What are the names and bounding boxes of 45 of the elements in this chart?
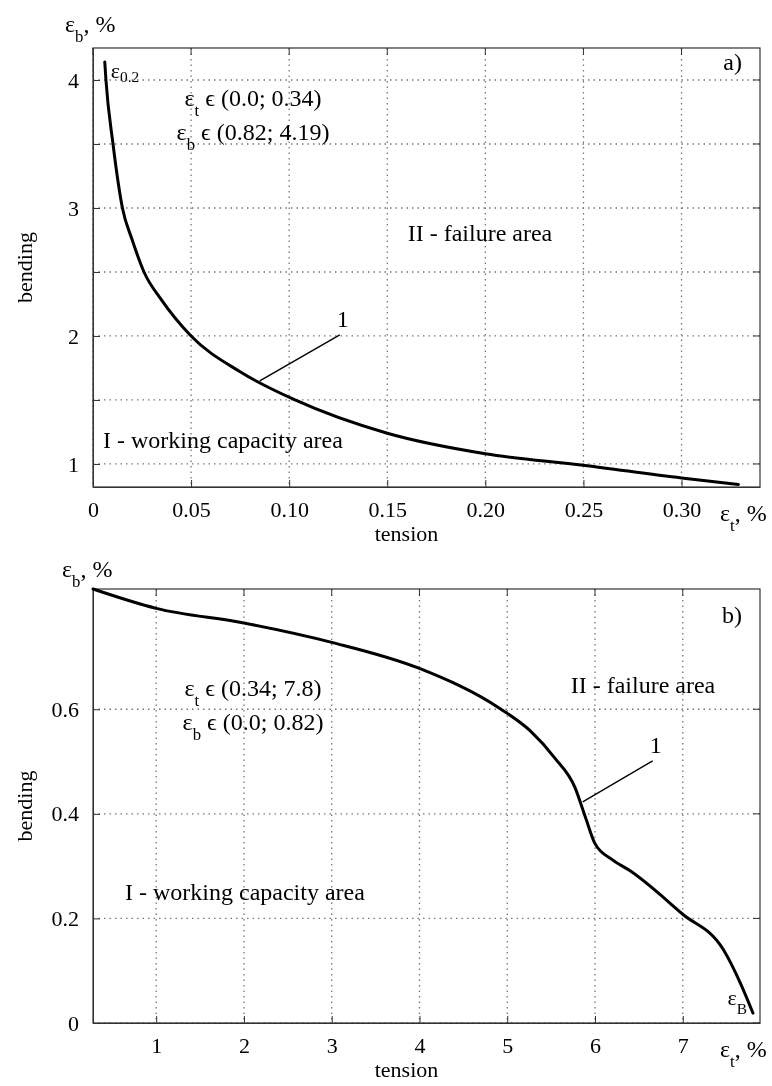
x-tick-label: 3	[326, 1032, 338, 1058]
y-axis-title: bending	[12, 770, 37, 842]
x-axis-title: tension	[374, 1057, 439, 1082]
annotation: ε$_{0.2}$	[110, 58, 140, 85]
x-tick-label: 2	[238, 1032, 250, 1058]
x-axis-title: tension	[374, 521, 439, 546]
annotation: b)	[722, 602, 742, 628]
line-series	[91, 587, 755, 1015]
x-tick-label: 6	[590, 1032, 602, 1058]
x-tick-label: 0.30	[662, 496, 702, 522]
y-tick-label: 2	[68, 323, 79, 349]
x-tick-label: 4	[414, 1032, 426, 1058]
annotation: ε$_{b}$ ϵ (0.82; 4.19)	[176, 119, 330, 154]
x-tick-label: 7	[677, 1032, 689, 1058]
annotation: II - failure area	[407, 220, 553, 246]
x-tick-label: 0	[88, 496, 99, 522]
x-tick-label: 5	[502, 1032, 514, 1058]
y-tick-label: 4	[68, 67, 79, 93]
x-tick-label: 1	[151, 1032, 163, 1058]
y-tick-label: 0.6	[51, 696, 79, 722]
y-tick-label: 0.4	[51, 801, 79, 827]
text: ε$_{t}$, %	[720, 1036, 767, 1071]
annotation: I - working capacity area	[125, 879, 366, 905]
annotation: 1	[649, 731, 662, 758]
annotation: ε$_{t}$ ϵ (0.34; 7.8)	[184, 675, 322, 710]
annotation: a)	[723, 49, 742, 75]
annotation: I - working capacity area	[103, 427, 344, 453]
annotation: ε$_{B}$	[727, 985, 747, 1017]
annotation: ε$_{b}$ ϵ (0.0; 0.82)	[182, 709, 324, 744]
annotation: ε$_{t}$ ϵ (0.0; 0.34)	[184, 85, 322, 120]
annotation: II - failure area	[570, 672, 716, 698]
x-tick-label: 0.05	[172, 496, 211, 522]
y-tick-label: 0.2	[51, 905, 79, 931]
text: ε$_{b}$, %	[65, 11, 116, 46]
x-tick-label: 0.20	[466, 496, 506, 522]
y-tick-label: 3	[68, 195, 79, 221]
y-axis-title: bending	[12, 232, 37, 303]
x-tick-label: 0.25	[564, 496, 604, 522]
annotation: 1	[336, 305, 349, 332]
text: ε$_{t}$, %	[720, 500, 767, 535]
x-tick-label: 0.10	[270, 496, 309, 522]
y-tick-label: 1	[68, 451, 79, 477]
x-tick-label: 0.15	[368, 496, 408, 522]
annotation: ε$_{b}$, %	[62, 556, 113, 591]
y-tick-label: 0	[68, 1010, 79, 1036]
